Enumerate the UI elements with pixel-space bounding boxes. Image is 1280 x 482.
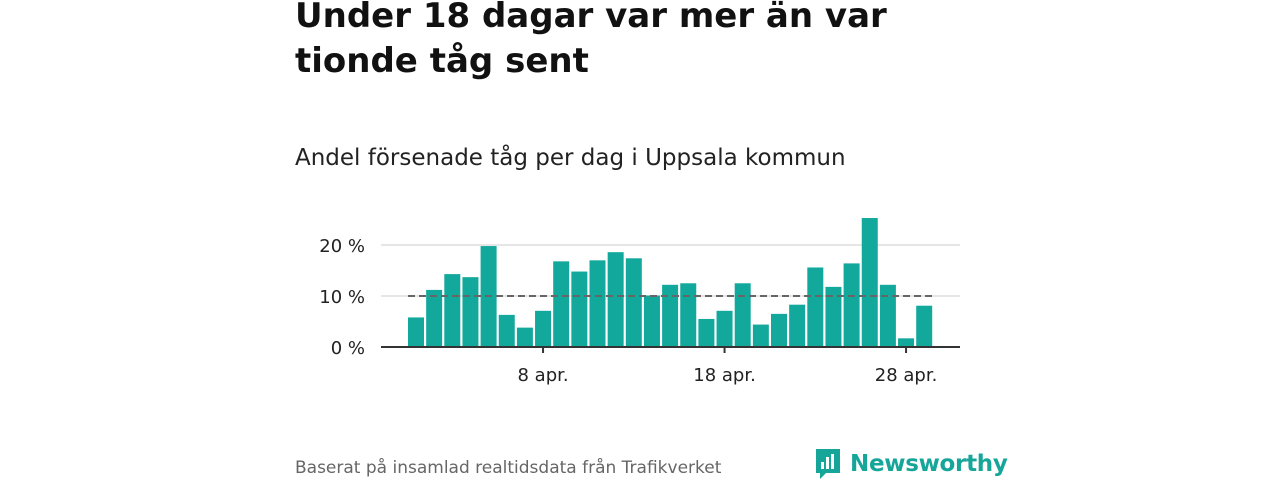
newsworthy-logo-icon xyxy=(816,449,840,479)
axes: 0 % 10 % 20 % 8 apr. 18 apr. 28 apr. xyxy=(319,236,960,386)
bar[interactable] xyxy=(771,313,787,347)
x-tick-label: 28 apr. xyxy=(875,365,938,386)
bar[interactable] xyxy=(734,283,751,347)
bar[interactable] xyxy=(879,284,896,347)
bar[interactable] xyxy=(662,284,679,347)
bar[interactable] xyxy=(680,283,697,347)
bar[interactable] xyxy=(843,263,860,347)
bar[interactable] xyxy=(571,271,588,347)
bar[interactable] xyxy=(498,314,515,347)
bars xyxy=(408,218,933,347)
bar[interactable] xyxy=(535,310,552,347)
bar[interactable] xyxy=(643,295,660,347)
chart-subtitle: Andel försenade tåg per dag i Uppsala ko… xyxy=(295,145,846,171)
bar[interactable] xyxy=(462,277,479,347)
bar[interactable] xyxy=(752,324,769,347)
bar[interactable] xyxy=(807,267,824,347)
x-tick-label: 18 apr. xyxy=(693,365,756,386)
bar[interactable] xyxy=(898,338,915,347)
x-tick-label: 8 apr. xyxy=(517,365,568,386)
bar[interactable] xyxy=(825,286,842,347)
brand-logo[interactable]: Newsworthy xyxy=(814,446,1008,482)
bar[interactable] xyxy=(789,304,806,347)
chart-title: Under 18 dagar var mer än var tionde tåg… xyxy=(295,0,887,81)
bar[interactable] xyxy=(408,317,424,347)
y-tick-label: 20 % xyxy=(319,236,365,257)
bar[interactable] xyxy=(698,318,715,347)
bar[interactable] xyxy=(444,274,461,347)
chart-card: Under 18 dagar var mer än var tionde tåg… xyxy=(295,0,1008,480)
y-tick-label: 0 % xyxy=(331,338,365,359)
bar[interactable] xyxy=(861,218,878,347)
bar[interactable] xyxy=(625,258,642,347)
y-tick-label: 10 % xyxy=(319,287,365,308)
source-note: Baserat på insamlad realtidsdata från Tr… xyxy=(295,458,722,478)
bar[interactable] xyxy=(426,289,443,347)
bar-chart: 0 % 10 % 20 % 8 apr. 18 apr. 28 apr. xyxy=(319,218,960,386)
bar[interactable] xyxy=(589,260,606,347)
bar[interactable] xyxy=(516,327,533,347)
bar[interactable] xyxy=(553,261,570,347)
bar[interactable] xyxy=(916,305,933,347)
brand-name: Newsworthy xyxy=(850,451,1008,477)
bar[interactable] xyxy=(716,310,733,347)
bar[interactable] xyxy=(607,252,624,347)
